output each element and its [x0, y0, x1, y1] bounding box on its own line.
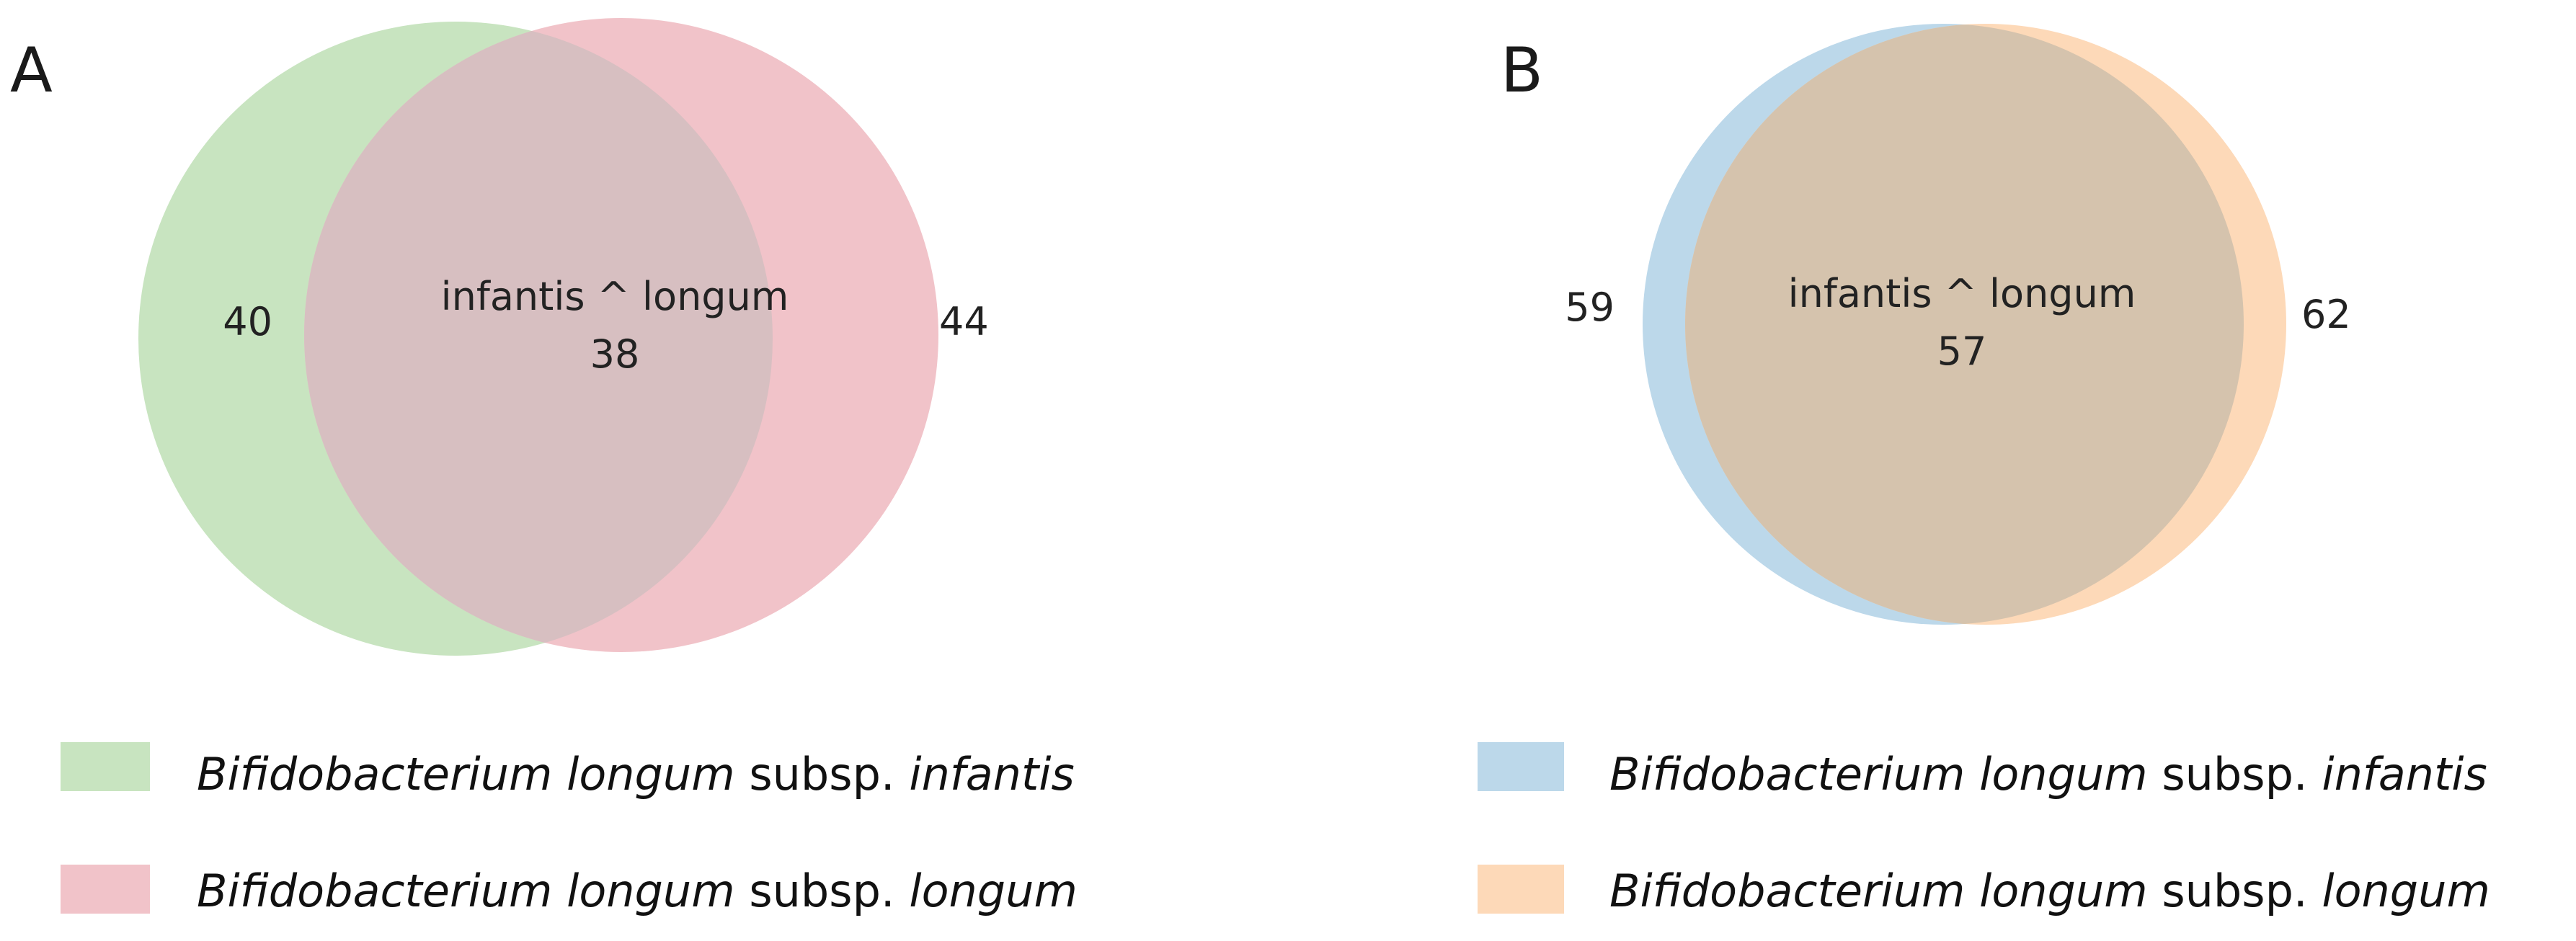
- panel-a-letter: A: [10, 35, 53, 107]
- panel-a-legend-item-infantis: Bifidobacterium longum subsp. infantis: [61, 742, 1075, 800]
- panel-b-legend-label-longum: Bifidobacterium longum subsp. longum: [1609, 865, 2490, 917]
- panel-a-longum-count: 44: [939, 299, 989, 344]
- panel-b-legend-swatch-longum: [1478, 865, 1564, 914]
- panel-b-legend: Bifidobacterium longum subsp. infantis B…: [1478, 742, 2490, 917]
- panel-a-intersection-region: [304, 22, 773, 652]
- panel-b-letter: B: [1501, 35, 1543, 107]
- panel-a-legend-swatch-longum: [61, 865, 150, 914]
- panel-a-intersection-label: infantis ^ longum: [441, 274, 789, 319]
- panel-a-venn: 40 44 infantis ^ longum 38: [138, 18, 989, 656]
- panel-b-intersection-count: 57: [1937, 329, 1987, 374]
- panel-a-legend-label-infantis: Bifidobacterium longum subsp. infantis: [197, 748, 1075, 800]
- panel-b-legend-swatch-infantis: [1478, 742, 1564, 791]
- panel-b-legend-label-infantis: Bifidobacterium longum subsp. infantis: [1609, 748, 2487, 800]
- panel-a-infantis-count: 40: [223, 299, 272, 344]
- panel-b-venn: 59 62 infantis ^ longum 57: [1565, 24, 2351, 625]
- panel-b-longum-count: 62: [2301, 292, 2351, 337]
- panel-b-intersection-region: [1685, 24, 2244, 625]
- panel-a-intersection-count: 38: [590, 331, 640, 377]
- panel-b-legend-item-infantis: Bifidobacterium longum subsp. infantis: [1478, 742, 2487, 800]
- panel-b: B 59 62 infantis ^ longum 57 Bifidobacte…: [1478, 24, 2490, 917]
- panel-b-infantis-count: 59: [1565, 285, 1615, 330]
- panel-a-legend: Bifidobacterium longum subsp. infantis B…: [61, 742, 1078, 917]
- panel-a-legend-swatch-infantis: [61, 742, 150, 791]
- panel-a-legend-label-longum: Bifidobacterium longum subsp. longum: [197, 865, 1078, 917]
- panel-a-legend-item-longum: Bifidobacterium longum subsp. longum: [61, 865, 1078, 917]
- panel-b-intersection-label: infantis ^ longum: [1788, 271, 2136, 316]
- panel-b-legend-item-longum: Bifidobacterium longum subsp. longum: [1478, 865, 2490, 917]
- panel-a: A 40 44 infantis ^ longum 38 Bifidobacte…: [10, 18, 1078, 917]
